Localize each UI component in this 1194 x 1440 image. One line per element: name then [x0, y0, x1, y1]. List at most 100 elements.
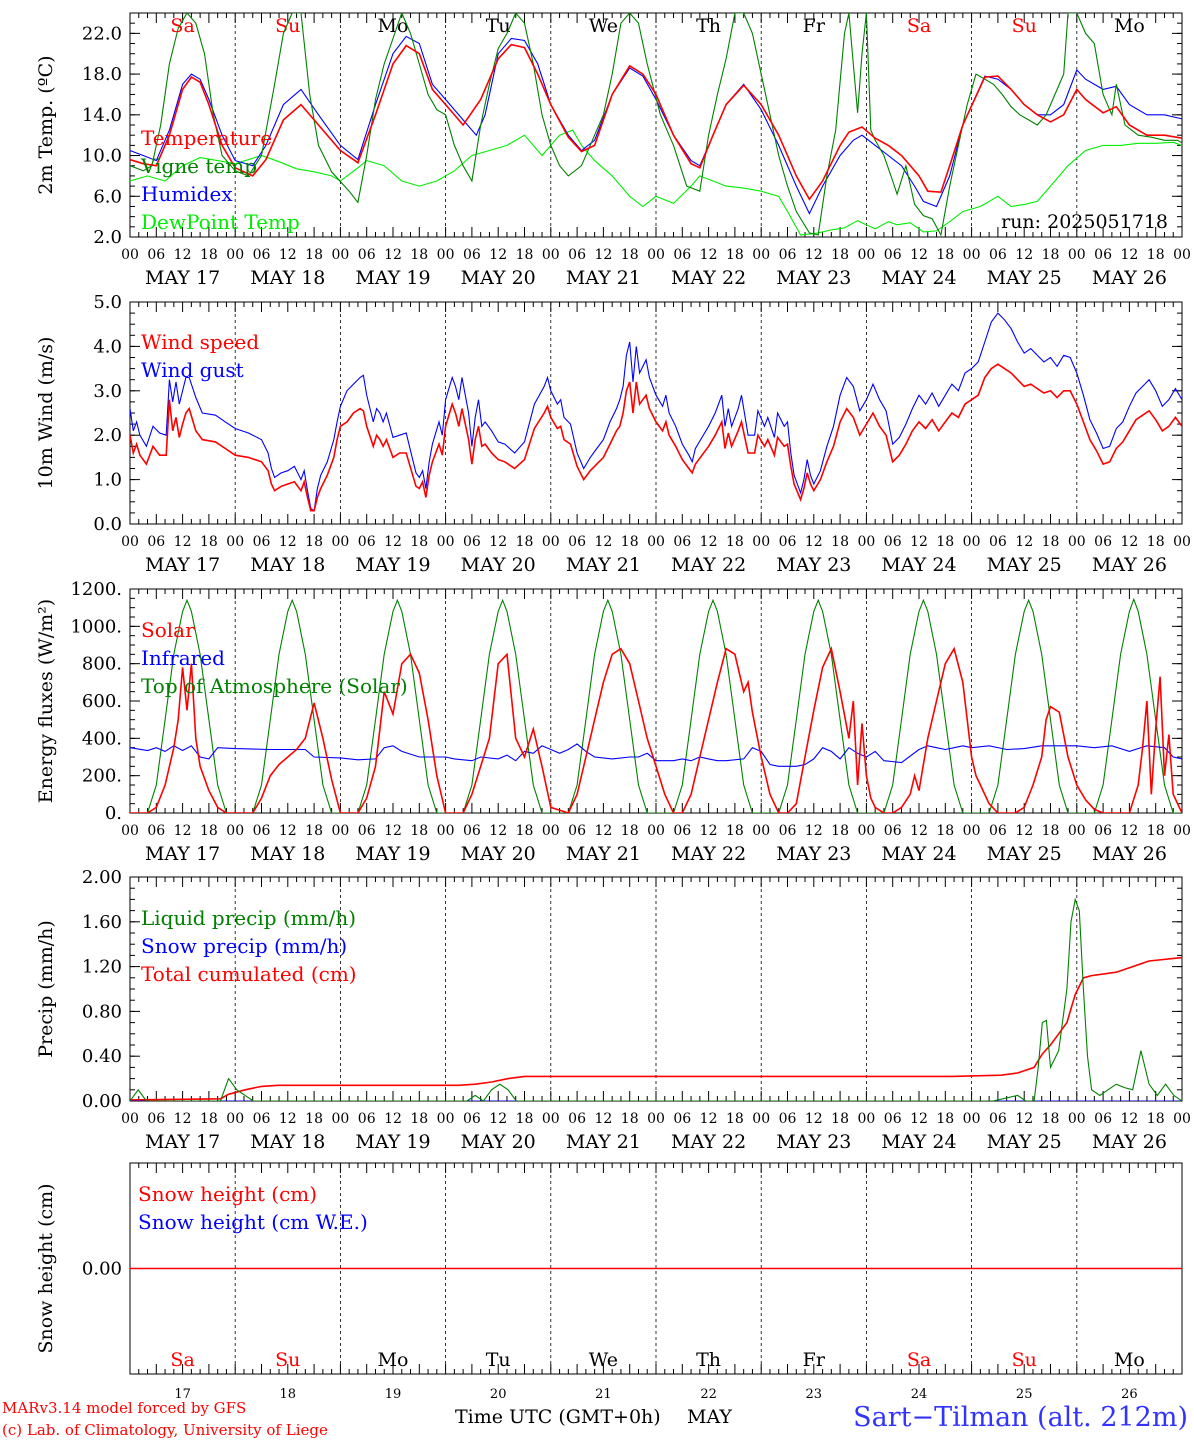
hour-tick-label: 00: [331, 534, 349, 550]
hour-tick-label: 12: [594, 823, 612, 839]
y-tick-label: 1.0: [93, 470, 122, 491]
hour-tick-label: 00: [437, 1111, 455, 1127]
hour-tick-label: 06: [673, 247, 691, 263]
y-tick-label: 1000.: [70, 616, 122, 637]
y-tick-label: 2.0: [93, 425, 122, 446]
date-label: MAY 24: [881, 554, 956, 576]
hour-tick-label: 06: [568, 247, 586, 263]
day-abbr-label: Th: [696, 15, 721, 37]
day-abbr-label: Mo: [1114, 15, 1145, 37]
y-tick-label: 10.0: [82, 146, 122, 167]
hour-tick-label: 06: [779, 823, 797, 839]
day-abbr-label: Sa: [170, 15, 194, 37]
day-abbr-label: Fr: [803, 1349, 826, 1371]
hour-tick-label: 12: [1120, 247, 1138, 263]
hour-tick-label: 18: [305, 247, 323, 263]
hour-tick-label: 00: [752, 247, 770, 263]
hour-tick-label: 12: [1015, 823, 1033, 839]
hour-tick-label: 06: [568, 1111, 586, 1127]
plot-frame: [129, 12, 1183, 238]
legend-entry: Snow precip (mm/h): [141, 934, 347, 958]
hour-tick-label: 06: [568, 534, 586, 550]
y-tick-label: 2.00: [82, 867, 122, 888]
hour-tick-label: 18: [516, 534, 534, 550]
y-tick-label: 4.0: [93, 336, 122, 357]
day-abbr-label: Th: [696, 1349, 721, 1371]
hour-tick-label: 00: [963, 534, 981, 550]
date-label: MAY 20: [461, 554, 536, 576]
series-line-dewpoint-temp: [130, 129, 1182, 236]
hour-tick-label: 00: [542, 823, 560, 839]
series-line-top-of-atmosphere-solar-: [130, 597, 1182, 813]
hour-tick-label: 00: [437, 534, 455, 550]
footer-credit: (c) Lab. of Climatology, University of L…: [2, 1421, 328, 1439]
day-number-label: 21: [595, 1387, 612, 1402]
hour-tick-label: 12: [1120, 1111, 1138, 1127]
day-abbr-label: Fr: [803, 15, 826, 37]
date-label: MAY 26: [1092, 554, 1167, 576]
day-number-label: 26: [1121, 1387, 1138, 1402]
hour-tick-label: 12: [1015, 247, 1033, 263]
hour-tick-label: 18: [516, 1111, 534, 1127]
hour-tick-label: 00: [226, 1111, 244, 1127]
day-abbr-label: We: [589, 15, 618, 37]
hour-tick-label: 00: [331, 1111, 349, 1127]
station-label: Sart−Tilman (alt. 212m): [853, 1402, 1188, 1433]
day-abbr-label: Mo: [378, 15, 409, 37]
hour-tick-label: 00: [331, 823, 349, 839]
hour-tick-label: 12: [805, 823, 823, 839]
day-abbr-label: Tu: [486, 1349, 511, 1371]
y-tick-label: 0.00: [82, 1091, 122, 1112]
time-axis-label: Time UTC (GMT+0h): [455, 1406, 661, 1428]
hour-tick-label: 06: [253, 247, 271, 263]
date-label: MAY 26: [1092, 1131, 1167, 1153]
hour-tick-label: 18: [410, 534, 428, 550]
day-abbr-label: We: [589, 1349, 618, 1371]
y-tick-label: 18.0: [82, 64, 122, 85]
date-label: MAY 18: [250, 1131, 325, 1153]
hour-tick-label: 00: [647, 247, 665, 263]
hour-tick-label: 00: [647, 823, 665, 839]
hour-tick-label: 18: [621, 823, 639, 839]
y-tick-label: 2.0: [93, 227, 122, 248]
y-tick-label: 3.0: [93, 381, 122, 402]
hour-tick-label: 06: [568, 823, 586, 839]
date-label: MAY 18: [250, 267, 325, 289]
hour-tick-label: 12: [279, 1111, 297, 1127]
hour-tick-label: 06: [253, 534, 271, 550]
hour-tick-label: 06: [463, 247, 481, 263]
date-label: MAY 24: [881, 1131, 956, 1153]
hour-tick-label: 06: [884, 823, 902, 839]
hour-tick-label: 00: [1173, 1111, 1191, 1127]
day-number-label: 23: [806, 1387, 823, 1402]
hour-tick-label: 12: [489, 247, 507, 263]
date-label: MAY 21: [566, 1131, 641, 1153]
hour-tick-label: 12: [910, 1111, 928, 1127]
hour-tick-label: 00: [542, 1111, 560, 1127]
hour-tick-label: 12: [174, 247, 192, 263]
date-label: MAY 24: [881, 843, 956, 865]
y-axis-label: 10m Wind (m/s): [35, 337, 57, 490]
legend-entry: Temperature: [141, 126, 272, 150]
hour-tick-label: 00: [963, 1111, 981, 1127]
y-tick-label: 0.80: [82, 1001, 122, 1022]
hour-tick-label: 00: [752, 534, 770, 550]
hour-tick-label: 06: [779, 1111, 797, 1127]
hour-tick-label: 06: [253, 1111, 271, 1127]
hour-tick-label: 00: [857, 823, 875, 839]
y-tick-label: 1.60: [82, 912, 122, 933]
hour-tick-label: 18: [936, 823, 954, 839]
hour-tick-label: 00: [1173, 534, 1191, 550]
hour-tick-label: 18: [936, 247, 954, 263]
y-tick-label: 800.: [82, 654, 122, 675]
y-tick-label: 0.00: [82, 1259, 122, 1280]
date-label: MAY 23: [776, 1131, 851, 1153]
hour-tick-label: 00: [647, 1111, 665, 1127]
date-label: MAY 19: [355, 267, 430, 289]
y-tick-label: 0.0: [93, 514, 122, 535]
hour-tick-label: 06: [673, 534, 691, 550]
hour-tick-label: 00: [1173, 823, 1191, 839]
y-axis-label: Energy fluxes (W/m²): [35, 599, 57, 803]
y-tick-label: 14.0: [82, 105, 122, 126]
hour-tick-label: 06: [358, 1111, 376, 1127]
